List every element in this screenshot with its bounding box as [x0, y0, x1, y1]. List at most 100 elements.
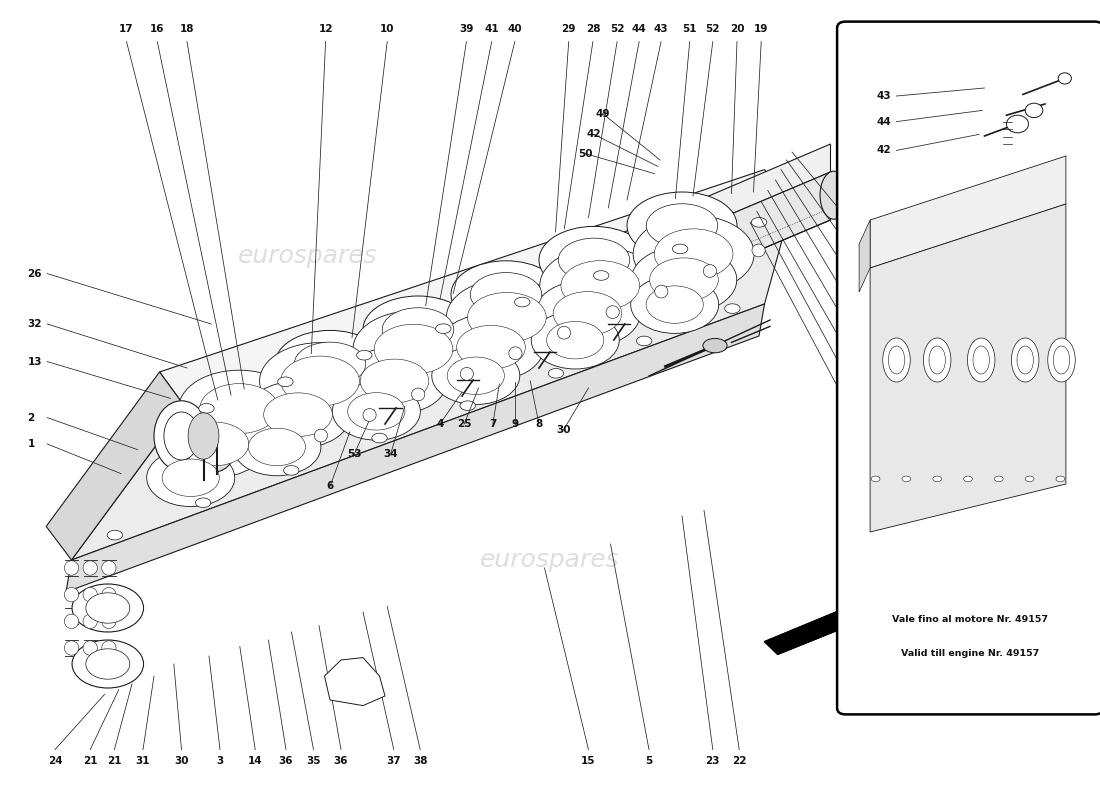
Ellipse shape: [540, 247, 661, 324]
Text: 28: 28: [585, 23, 601, 34]
Ellipse shape: [436, 324, 451, 334]
Ellipse shape: [631, 246, 737, 314]
Text: 48: 48: [838, 357, 853, 366]
Ellipse shape: [332, 382, 420, 440]
Text: 4: 4: [437, 419, 443, 429]
Ellipse shape: [411, 388, 425, 401]
Ellipse shape: [451, 261, 561, 328]
Ellipse shape: [654, 285, 668, 298]
Text: 19: 19: [754, 23, 769, 34]
Polygon shape: [66, 304, 764, 592]
Ellipse shape: [64, 561, 79, 575]
Text: 45: 45: [838, 331, 853, 341]
Ellipse shape: [249, 428, 306, 466]
Ellipse shape: [245, 381, 351, 448]
Ellipse shape: [553, 292, 621, 335]
Ellipse shape: [672, 244, 688, 254]
Text: 28: 28: [838, 253, 853, 262]
Ellipse shape: [374, 324, 453, 374]
Text: 2: 2: [28, 413, 35, 422]
Ellipse shape: [448, 357, 505, 394]
Ellipse shape: [468, 293, 547, 342]
Ellipse shape: [101, 561, 117, 575]
Text: 35: 35: [306, 756, 321, 766]
Ellipse shape: [637, 336, 652, 346]
Ellipse shape: [634, 215, 755, 292]
Text: 11: 11: [838, 227, 853, 237]
Text: 31: 31: [135, 756, 151, 766]
Polygon shape: [160, 170, 792, 406]
Ellipse shape: [561, 261, 639, 310]
Ellipse shape: [353, 311, 474, 388]
Ellipse shape: [189, 400, 240, 472]
Ellipse shape: [751, 218, 767, 227]
Text: 16: 16: [150, 23, 165, 34]
Text: 3: 3: [217, 756, 223, 766]
Text: 9: 9: [512, 419, 518, 429]
Ellipse shape: [154, 401, 209, 471]
Ellipse shape: [972, 346, 990, 374]
Ellipse shape: [264, 393, 332, 437]
Text: 50: 50: [578, 149, 593, 158]
Ellipse shape: [547, 322, 604, 359]
Text: 8: 8: [536, 419, 542, 429]
Text: 36: 36: [333, 756, 349, 766]
Ellipse shape: [471, 273, 541, 316]
Ellipse shape: [1016, 346, 1034, 374]
Ellipse shape: [64, 614, 79, 629]
Ellipse shape: [888, 346, 904, 374]
Ellipse shape: [539, 226, 649, 294]
Ellipse shape: [162, 459, 219, 497]
Text: 49: 49: [595, 109, 610, 118]
Ellipse shape: [199, 403, 214, 413]
Text: 51: 51: [682, 23, 697, 34]
Ellipse shape: [360, 359, 429, 402]
Text: 46: 46: [838, 306, 853, 315]
Text: 27: 27: [838, 203, 853, 213]
Text: 52: 52: [609, 23, 625, 34]
Ellipse shape: [647, 204, 717, 247]
Text: 21: 21: [107, 756, 122, 766]
Polygon shape: [231, 144, 830, 426]
Ellipse shape: [101, 641, 117, 655]
Ellipse shape: [456, 326, 526, 369]
Text: 13: 13: [28, 357, 42, 366]
Text: 37: 37: [386, 756, 402, 766]
Ellipse shape: [438, 314, 543, 381]
Ellipse shape: [64, 587, 79, 602]
Ellipse shape: [164, 412, 199, 460]
FancyBboxPatch shape: [837, 22, 1100, 714]
Text: 30: 30: [174, 756, 189, 766]
Polygon shape: [72, 204, 792, 560]
Text: 33: 33: [838, 279, 853, 289]
Ellipse shape: [509, 347, 522, 360]
Text: 36: 36: [278, 756, 294, 766]
Text: 26: 26: [28, 269, 42, 278]
Polygon shape: [764, 612, 849, 654]
Ellipse shape: [964, 476, 972, 482]
Text: 20: 20: [729, 23, 745, 34]
Ellipse shape: [188, 413, 219, 459]
Text: 30: 30: [556, 426, 571, 435]
Ellipse shape: [162, 410, 267, 478]
Ellipse shape: [84, 587, 98, 602]
Ellipse shape: [200, 384, 278, 434]
Text: 32: 32: [28, 319, 42, 329]
Ellipse shape: [73, 584, 143, 632]
Text: 6: 6: [327, 482, 333, 491]
Ellipse shape: [295, 342, 365, 386]
Ellipse shape: [882, 338, 910, 382]
Ellipse shape: [1056, 476, 1065, 482]
Text: 21: 21: [82, 756, 98, 766]
Ellipse shape: [531, 311, 619, 369]
Text: Vale fino al motore Nr. 49157: Vale fino al motore Nr. 49157: [892, 615, 1048, 625]
Ellipse shape: [752, 244, 766, 257]
Ellipse shape: [515, 298, 530, 307]
Ellipse shape: [101, 614, 117, 629]
Ellipse shape: [650, 258, 718, 302]
Text: 44: 44: [877, 117, 891, 126]
Ellipse shape: [902, 476, 911, 482]
Ellipse shape: [1058, 73, 1071, 84]
Ellipse shape: [64, 641, 79, 655]
Text: 10: 10: [379, 23, 395, 34]
